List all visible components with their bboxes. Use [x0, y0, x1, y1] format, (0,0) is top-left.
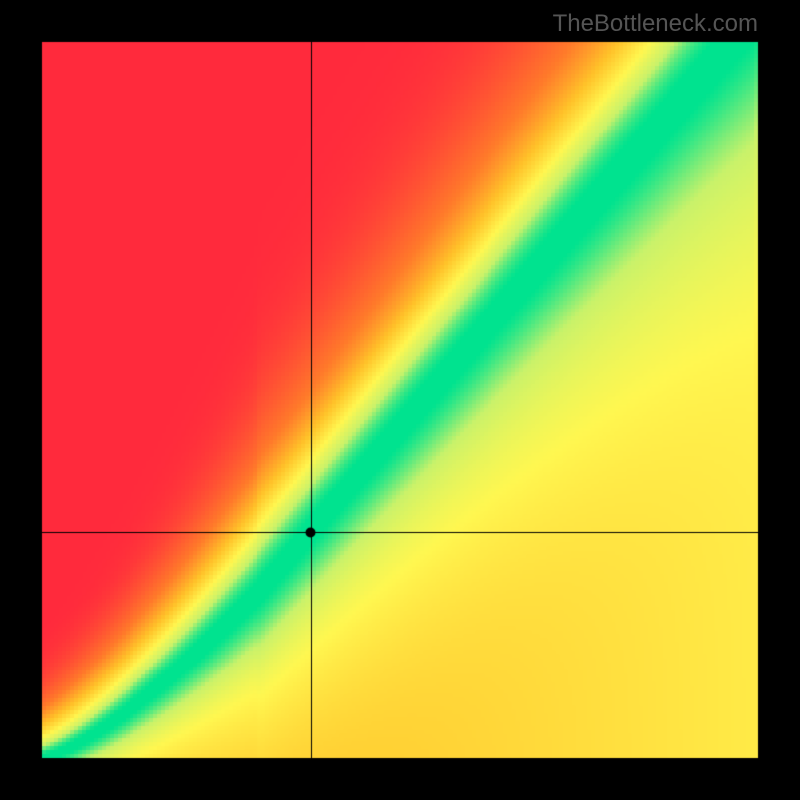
chart-container: TheBottleneck.com: [0, 0, 800, 800]
watermark-text: TheBottleneck.com: [553, 10, 758, 38]
bottleneck-heatmap: [0, 0, 800, 800]
